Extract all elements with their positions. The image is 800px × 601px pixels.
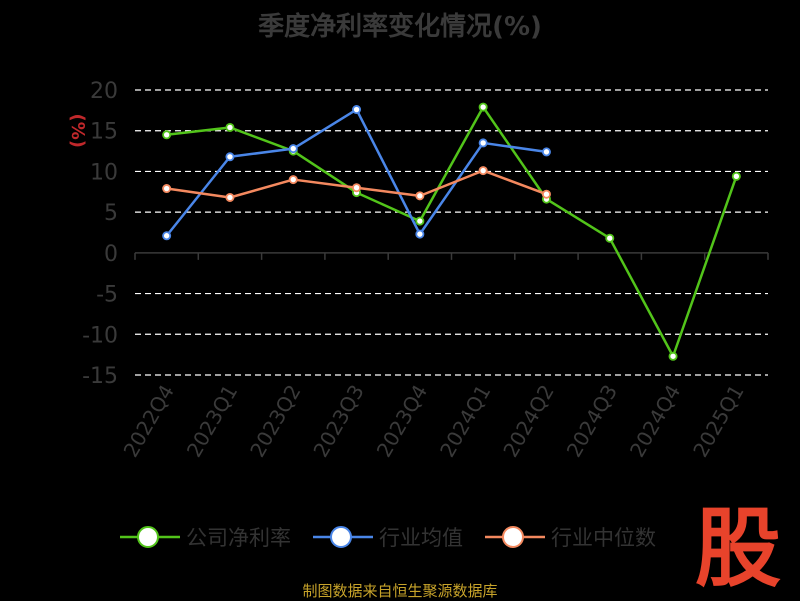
series-point-0 bbox=[731, 171, 741, 181]
x-tick-label: 2023Q3 bbox=[308, 381, 368, 462]
series-point-2 bbox=[541, 189, 551, 199]
legend-swatch-company bbox=[120, 526, 180, 548]
x-tick-label: 2023Q2 bbox=[245, 381, 305, 462]
y-tick-label: 0 bbox=[104, 242, 118, 267]
y-tick-label: -15 bbox=[82, 364, 118, 389]
series-point-1 bbox=[225, 152, 235, 162]
legend-item-industry-avg[interactable]: 行业均值 bbox=[313, 520, 463, 554]
series-point-2 bbox=[415, 191, 425, 201]
chart-title: 季度净利率变化情况(%) bbox=[258, 12, 542, 42]
legend-swatch-industry-avg bbox=[313, 526, 373, 548]
legend-item-industry-median[interactable]: 行业中位数 bbox=[485, 520, 656, 554]
legend-label-company: 公司净利率 bbox=[186, 526, 291, 550]
x-tick-label: 2024Q2 bbox=[498, 381, 558, 462]
series-point-2 bbox=[352, 183, 362, 193]
series-point-1 bbox=[288, 144, 298, 154]
y-tick-label: 20 bbox=[90, 79, 118, 104]
series-point-2 bbox=[288, 175, 298, 185]
series-point-1 bbox=[162, 231, 172, 241]
y-tick-label: 10 bbox=[90, 160, 118, 185]
legend-label-industry-avg: 行业均值 bbox=[379, 526, 463, 550]
y-tick-label: 5 bbox=[104, 201, 118, 226]
x-tick-label: 2023Q1 bbox=[182, 381, 242, 462]
legend-swatch-industry-median bbox=[485, 526, 545, 548]
series-point-2 bbox=[162, 184, 172, 194]
series-line-0 bbox=[166, 105, 738, 358]
series-point-0 bbox=[478, 102, 488, 112]
legend-item-company[interactable]: 公司净利率 bbox=[120, 520, 291, 554]
y-axis-label: (%) bbox=[67, 113, 88, 148]
series-point-0 bbox=[668, 351, 678, 361]
series-point-0 bbox=[225, 122, 235, 132]
legend: 公司净利率 行业均值 行业中位数 bbox=[120, 520, 678, 554]
series-point-0 bbox=[162, 130, 172, 140]
y-tick-label: -5 bbox=[96, 283, 118, 308]
x-tick-label: 2022Q4 bbox=[119, 381, 179, 462]
x-tick-label: 2024Q3 bbox=[562, 381, 622, 462]
y-tick-label: 15 bbox=[90, 120, 118, 145]
series-point-0 bbox=[605, 233, 615, 243]
series-point-1 bbox=[415, 229, 425, 239]
series-point-1 bbox=[541, 147, 551, 157]
x-tick-label: 2024Q4 bbox=[625, 381, 685, 462]
y-tick-label: -10 bbox=[82, 323, 118, 348]
x-tick-label: 2025Q1 bbox=[688, 381, 748, 462]
series-point-2 bbox=[478, 166, 488, 176]
series-point-2 bbox=[225, 192, 235, 202]
series-point-0 bbox=[415, 216, 425, 226]
stock-logo-text: 股 bbox=[695, 499, 781, 590]
legend-label-industry-median: 行业中位数 bbox=[551, 526, 656, 550]
x-tick-label: 2023Q4 bbox=[372, 381, 432, 462]
x-tick-label: 2024Q1 bbox=[435, 381, 495, 462]
stock-logo: 股 bbox=[695, 499, 781, 590]
series-point-1 bbox=[478, 138, 488, 148]
source-note: 制图数据来自恒生聚源数据库 bbox=[302, 582, 498, 600]
series-point-1 bbox=[352, 105, 362, 115]
